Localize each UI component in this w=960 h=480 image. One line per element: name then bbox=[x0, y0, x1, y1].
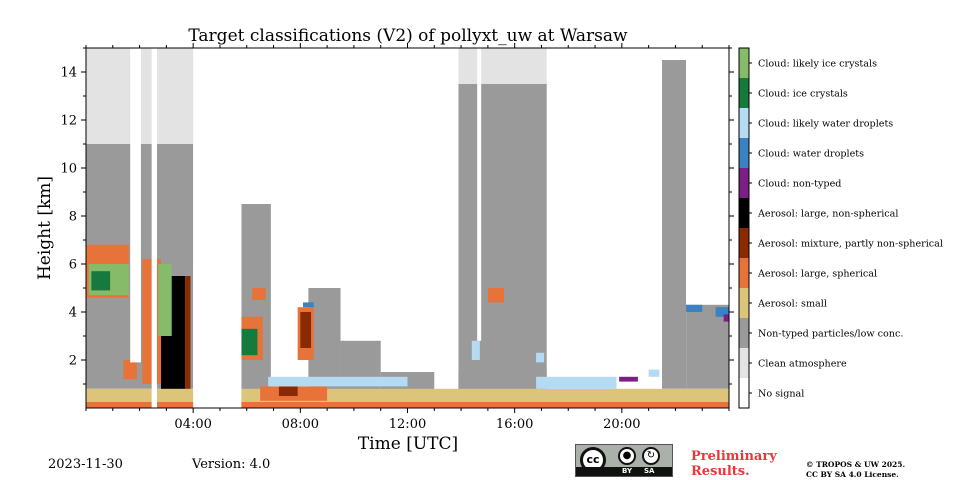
legend-swatch-5 bbox=[739, 198, 749, 228]
legend-swatch-8 bbox=[739, 288, 749, 318]
preliminary-line-2: Results. bbox=[691, 464, 750, 479]
class-region-30 bbox=[536, 376, 617, 389]
class-region-2 bbox=[241, 204, 271, 401]
class-region-23 bbox=[158, 264, 172, 336]
class-region-31 bbox=[648, 369, 660, 377]
class-region-13 bbox=[123, 360, 137, 380]
class-region-34 bbox=[715, 307, 729, 317]
class-region-9 bbox=[686, 304, 729, 389]
x-tick-label-12: 12:00 bbox=[389, 417, 426, 432]
class-region-8 bbox=[662, 60, 687, 389]
class-region-15 bbox=[278, 386, 298, 396]
preliminary-line-1: Preliminary bbox=[691, 449, 777, 464]
class-region-18 bbox=[185, 276, 191, 389]
legend-swatch-6 bbox=[739, 228, 749, 258]
badge-strip bbox=[576, 467, 672, 476]
legend-swatch-11 bbox=[739, 378, 749, 408]
legend-label-0: Cloud: likely ice crystals bbox=[758, 59, 877, 70]
class-region-26 bbox=[252, 288, 266, 300]
y-tick-label-4: 4 bbox=[69, 306, 77, 321]
cc-license-badge: cc ● ↻ BY SA bbox=[575, 444, 673, 477]
class-region-43 bbox=[686, 48, 729, 303]
legend-label-8: Aerosol: small bbox=[757, 299, 827, 310]
class-region-29 bbox=[471, 340, 480, 360]
attribution-icon: ● bbox=[618, 447, 636, 465]
axes: 04:00 08:00 12:00 16:00 20:00 2 4 6 8 10 12 14 bbox=[60, 43, 734, 432]
class-region-4 bbox=[340, 340, 381, 396]
preliminary-notice: Preliminary Results. bbox=[691, 449, 777, 479]
x-tick-label-8: 08:00 bbox=[282, 417, 319, 432]
class-region-38 bbox=[130, 48, 141, 363]
copyright-line-2: CC BY SA 4.0 License. bbox=[806, 470, 899, 479]
class-region-41 bbox=[477, 48, 482, 341]
y-tick-label-10: 10 bbox=[60, 162, 77, 177]
legend-label-10: Clean atmosphere bbox=[758, 359, 847, 370]
class-region-40 bbox=[193, 48, 242, 408]
class-region-27 bbox=[487, 288, 504, 303]
legend-label-1: Cloud: ice crystals bbox=[758, 89, 848, 100]
class-region-21 bbox=[91, 271, 111, 291]
legend-label-11: No signal bbox=[758, 389, 804, 400]
legend-label-7: Aerosol: large, spherical bbox=[757, 269, 877, 280]
legend-swatch-3 bbox=[739, 138, 749, 168]
y-tick-label-2: 2 bbox=[69, 354, 77, 369]
legend-swatch-0 bbox=[739, 48, 749, 78]
plot-area bbox=[86, 48, 729, 408]
x-axis-label: Time [UTC] bbox=[358, 434, 458, 454]
class-region-28 bbox=[268, 376, 408, 387]
version-label: Version: 4.0 bbox=[192, 457, 271, 472]
y-tick-label-6: 6 bbox=[69, 258, 77, 273]
legend-label-3: Cloud: water droplets bbox=[758, 149, 864, 160]
x-tick-label-16: 16:00 bbox=[496, 417, 533, 432]
class-region-6 bbox=[458, 84, 547, 394]
class-region-25 bbox=[241, 328, 258, 356]
class-region-33 bbox=[686, 304, 703, 312]
class-region-39 bbox=[151, 48, 157, 408]
badge-sa-label: SA bbox=[644, 467, 655, 475]
y-tick-label-14: 14 bbox=[60, 66, 77, 81]
class-region-44 bbox=[431, 48, 459, 372]
legend-swatch-4 bbox=[739, 168, 749, 198]
class-region-37 bbox=[619, 376, 638, 382]
legend-swatch-10 bbox=[739, 348, 749, 378]
legend-label-2: Cloud: likely water droplets bbox=[758, 119, 893, 130]
legend-swatch-7 bbox=[739, 258, 749, 288]
legend-frame bbox=[738, 47, 750, 409]
badge-by-label: BY bbox=[622, 467, 633, 475]
class-region-36 bbox=[723, 314, 729, 322]
class-region-16 bbox=[300, 312, 312, 348]
share-alike-icon: ↻ bbox=[642, 447, 660, 465]
date-label: 2023-11-30 bbox=[48, 457, 123, 472]
class-region-7 bbox=[458, 48, 547, 84]
copyright-line-1: © TROPOS & UW 2025. bbox=[806, 460, 906, 469]
class-region-10 bbox=[86, 388, 729, 406]
y-axis-label: Height [km] bbox=[35, 176, 55, 280]
class-region-32 bbox=[536, 352, 545, 363]
copyright-notice: © TROPOS & UW 2025. CC BY SA 4.0 License… bbox=[806, 460, 905, 480]
chart-title: Target classifications (V2) of pollyxt_u… bbox=[188, 26, 628, 46]
legend-label-4: Cloud: non-typed bbox=[758, 179, 841, 190]
legend-swatch-9 bbox=[739, 318, 749, 348]
class-region-11 bbox=[86, 402, 729, 408]
x-tick-label-20: 20:00 bbox=[603, 417, 640, 432]
y-tick-label-8: 8 bbox=[69, 210, 77, 225]
legend-swatch-1 bbox=[739, 78, 749, 108]
legend-swatch-2 bbox=[739, 108, 749, 138]
legend-label-9: Non-typed particles/low conc. bbox=[758, 329, 903, 340]
class-region-42 bbox=[546, 48, 663, 370]
legend-label-5: Aerosol: large, non-spherical bbox=[757, 209, 898, 220]
legend-label-6: Aerosol: mixture, partly non-spherical bbox=[757, 239, 943, 250]
x-tick-label-4: 04:00 bbox=[174, 417, 211, 432]
class-legend: Cloud: likely ice crystals Cloud: ice cry… bbox=[738, 47, 943, 409]
class-region-35 bbox=[303, 302, 314, 308]
y-tick-label-12: 12 bbox=[60, 114, 77, 129]
